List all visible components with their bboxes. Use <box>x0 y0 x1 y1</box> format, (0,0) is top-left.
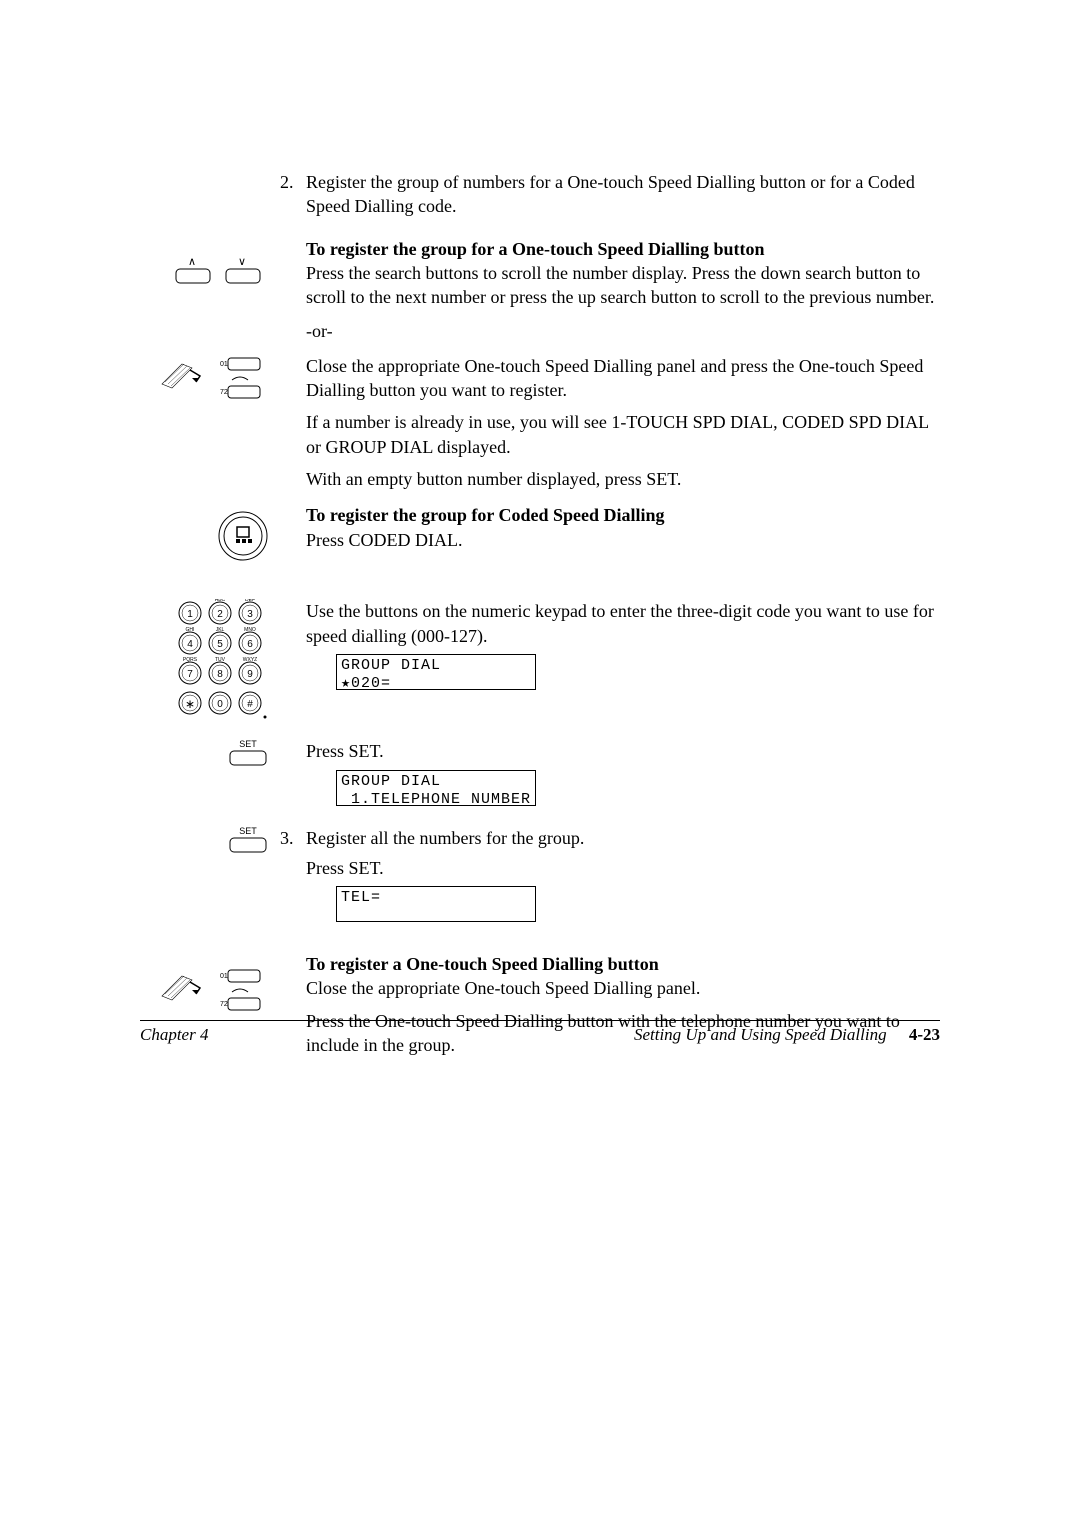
svg-text:72: 72 <box>220 1001 228 1008</box>
svg-text:JKL: JKL <box>216 627 225 633</box>
one-touch-p3: If a number is already in use, you will … <box>306 410 940 459</box>
register-one-touch-heading: To register a One-touch Speed Dialling b… <box>306 952 940 976</box>
press-set-1: Press SET. <box>306 739 940 763</box>
step-number: 3. <box>280 826 306 850</box>
svg-text:5: 5 <box>217 639 223 650</box>
svg-text:ABC: ABC <box>215 599 226 603</box>
step-text: Register all the numbers for the group. <box>306 826 940 850</box>
svg-text:2: 2 <box>217 609 223 620</box>
page-footer: Chapter 4 Setting Up and Using Speed Dia… <box>140 1020 940 1045</box>
step-2: 2. Register the group of numbers for a O… <box>280 170 940 219</box>
svg-text:1: 1 <box>187 609 193 620</box>
manual-page: 2. Register the group of numbers for a O… <box>0 0 1080 1145</box>
register-one-touch-p1: Close the appropriate One-touch Speed Di… <box>306 976 940 1000</box>
one-touch-p2: Close the appropriate One-touch Speed Di… <box>306 354 940 403</box>
svg-text:#: # <box>247 699 253 710</box>
one-touch-p1: Press the search buttons to scroll the n… <box>306 261 940 310</box>
lcd-display-3: TEL= <box>336 886 536 922</box>
svg-text:72: 72 <box>220 389 228 396</box>
svg-text:7: 7 <box>187 669 193 680</box>
lcd-display-2: GROUP DIAL 1.TELEPHONE NUMBER <box>336 770 536 806</box>
svg-text:SET: SET <box>239 739 257 749</box>
one-touch-p4: With an empty button number displayed, p… <box>306 467 940 491</box>
svg-text:GHI: GHI <box>186 627 195 633</box>
svg-text:∧: ∧ <box>188 256 196 268</box>
one-touch-heading: To register the group for a One-touch Sp… <box>306 237 940 261</box>
lcd-display-1: GROUP DIAL ★020= <box>336 654 536 690</box>
coded-dial-icon <box>216 509 270 563</box>
footer-page: 4-23 <box>909 1025 940 1044</box>
svg-text:∨: ∨ <box>238 256 246 268</box>
svg-text:3: 3 <box>247 609 253 620</box>
set-button-icon: SET <box>226 826 270 856</box>
svg-text:4: 4 <box>187 639 193 650</box>
svg-text:9: 9 <box>247 669 253 680</box>
svg-text:SET: SET <box>239 826 257 836</box>
search-buttons-icon: ∧ ∨ <box>170 255 270 291</box>
svg-text:01: 01 <box>220 973 228 980</box>
step-number: 2. <box>280 170 306 194</box>
footer-chapter: Chapter 4 <box>140 1025 208 1045</box>
coded-heading: To register the group for Coded Speed Di… <box>306 503 940 527</box>
svg-text:∗: ∗ <box>185 697 195 711</box>
svg-text:6: 6 <box>247 639 253 650</box>
svg-text:MNO: MNO <box>244 627 256 633</box>
svg-text:0: 0 <box>217 699 223 710</box>
step-text: Register the group of numbers for a One-… <box>306 170 940 219</box>
coded-p1: Press CODED DIAL. <box>306 528 940 552</box>
numeric-keypad-icon: 1 2 ABC 3 DEF 4 GHI 5 JKL 6 MNO 7 PQRS 8 TUV 9 W… <box>170 599 270 719</box>
step-3: 3. Register all the numbers for the grou… <box>280 826 940 850</box>
svg-text:01: 01 <box>220 361 228 368</box>
press-set-2: Press SET. <box>306 856 940 880</box>
one-touch-panel-icon: 01 72 <box>160 354 270 402</box>
footer-title: Setting Up and Using Speed Dialling <box>634 1025 887 1044</box>
svg-text:TUV: TUV <box>215 657 226 663</box>
coded-p2: Use the buttons on the numeric keypad to… <box>306 599 940 648</box>
set-button-icon: SET <box>226 739 270 769</box>
svg-text:DEF: DEF <box>245 599 255 603</box>
svg-text:8: 8 <box>217 669 223 680</box>
svg-text:WXYZ: WXYZ <box>243 657 257 663</box>
or-text: -or- <box>306 319 940 343</box>
svg-text:PQRS: PQRS <box>183 657 198 663</box>
one-touch-panel-icon: 01 72 <box>160 966 270 1014</box>
